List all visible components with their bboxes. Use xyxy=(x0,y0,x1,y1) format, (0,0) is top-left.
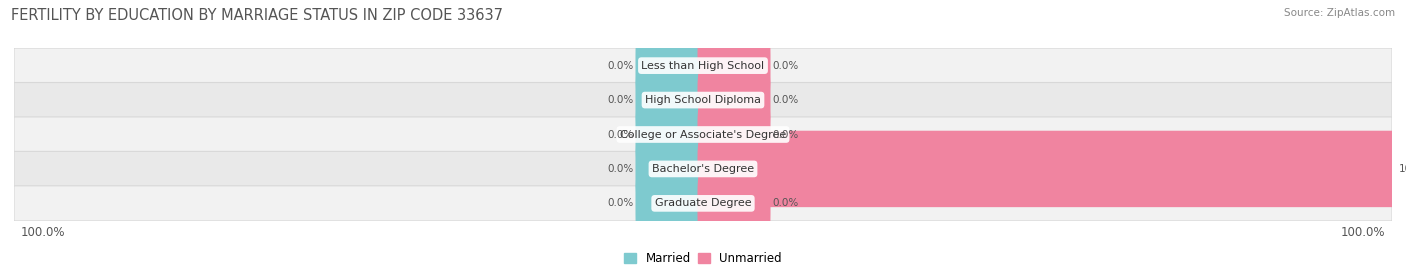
FancyBboxPatch shape xyxy=(697,96,770,173)
FancyBboxPatch shape xyxy=(636,131,709,207)
FancyBboxPatch shape xyxy=(636,165,709,242)
FancyBboxPatch shape xyxy=(636,27,709,104)
Text: Graduate Degree: Graduate Degree xyxy=(655,198,751,208)
Text: Bachelor's Degree: Bachelor's Degree xyxy=(652,164,754,174)
Text: 0.0%: 0.0% xyxy=(772,198,799,208)
Text: College or Associate's Degree: College or Associate's Degree xyxy=(620,129,786,140)
FancyBboxPatch shape xyxy=(697,131,1398,207)
Text: 0.0%: 0.0% xyxy=(607,95,634,105)
Text: FERTILITY BY EDUCATION BY MARRIAGE STATUS IN ZIP CODE 33637: FERTILITY BY EDUCATION BY MARRIAGE STATU… xyxy=(11,8,503,23)
Text: 100.0%: 100.0% xyxy=(1340,226,1385,239)
FancyBboxPatch shape xyxy=(697,165,770,242)
Text: 100.0%: 100.0% xyxy=(21,226,66,239)
Text: Less than High School: Less than High School xyxy=(641,61,765,71)
Text: 0.0%: 0.0% xyxy=(607,129,634,140)
FancyBboxPatch shape xyxy=(14,117,1392,152)
FancyBboxPatch shape xyxy=(14,48,1392,83)
FancyBboxPatch shape xyxy=(636,62,709,138)
Text: 0.0%: 0.0% xyxy=(772,61,799,71)
Text: 100.0%: 100.0% xyxy=(1399,164,1406,174)
Text: High School Diploma: High School Diploma xyxy=(645,95,761,105)
Text: 0.0%: 0.0% xyxy=(607,61,634,71)
Text: 0.0%: 0.0% xyxy=(607,198,634,208)
Text: Source: ZipAtlas.com: Source: ZipAtlas.com xyxy=(1284,8,1395,18)
FancyBboxPatch shape xyxy=(14,186,1392,221)
FancyBboxPatch shape xyxy=(14,83,1392,118)
Text: 0.0%: 0.0% xyxy=(772,129,799,140)
FancyBboxPatch shape xyxy=(697,27,770,104)
Legend: Married, Unmarried: Married, Unmarried xyxy=(620,247,786,269)
FancyBboxPatch shape xyxy=(697,62,770,138)
FancyBboxPatch shape xyxy=(636,96,709,173)
Text: 0.0%: 0.0% xyxy=(607,164,634,174)
Text: 0.0%: 0.0% xyxy=(772,95,799,105)
FancyBboxPatch shape xyxy=(14,151,1392,186)
